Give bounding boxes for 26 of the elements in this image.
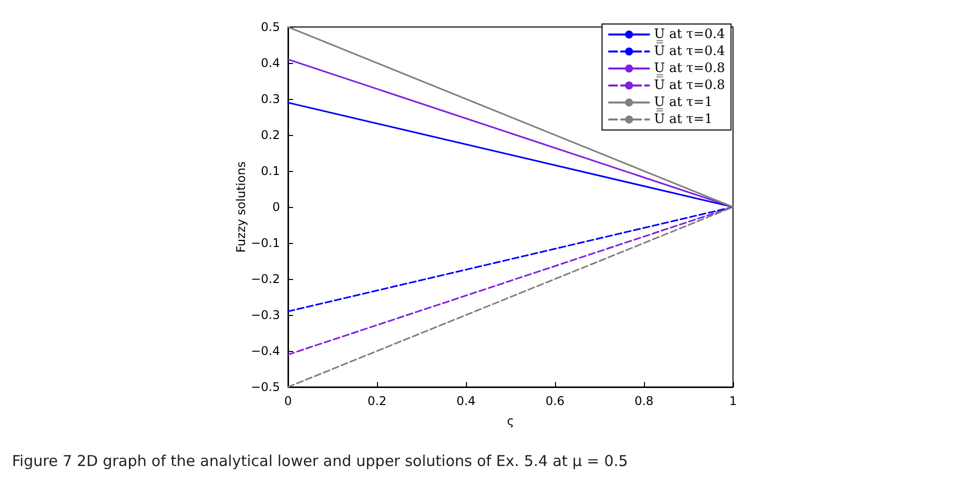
caption: Figure 7 2D graph of the analytical lower and upper solutions of Ex. 5.4 at μ = 0.5 [12,452,628,470]
y-tick-label: 0.1 [260,164,280,178]
legend-label: U̅ at τ=0.8 [654,76,726,93]
legend-label: U̅ at τ=0.4 [654,42,726,59]
y-axis-title: Fuzzy solutions [234,161,248,253]
x-tick-label: 0.2 [367,394,387,408]
y-tick-label: −0.4 [250,344,280,358]
x-tick-label: 0.4 [456,394,476,408]
x-axis-title: ς [506,414,514,428]
y-tick-label: 0.2 [260,128,280,142]
legend-label: U̲ at τ=0.4 [654,27,726,42]
x-tick-label: 0.6 [545,394,565,408]
x-tick-label: 0 [284,394,292,408]
y-tick-label: 0.3 [260,92,280,106]
y-tick-label: 0.5 [260,20,280,34]
y-tick-label: −0.5 [250,380,280,394]
legend-label: U̅ at τ=1 [654,110,713,127]
x-tick-label: 1 [729,394,737,408]
y-tick-label: 0.4 [260,56,280,70]
y-tick-label: −0.1 [250,236,280,250]
y-tick-label: −0.3 [250,308,280,322]
legend-label: U̲ at τ=1 [654,95,713,110]
y-tick-label: −0.2 [250,272,280,286]
y-tick-label: 0 [272,200,280,214]
legend-label: U̲ at τ=0.8 [654,61,726,76]
x-tick-label: 0.8 [634,394,654,408]
